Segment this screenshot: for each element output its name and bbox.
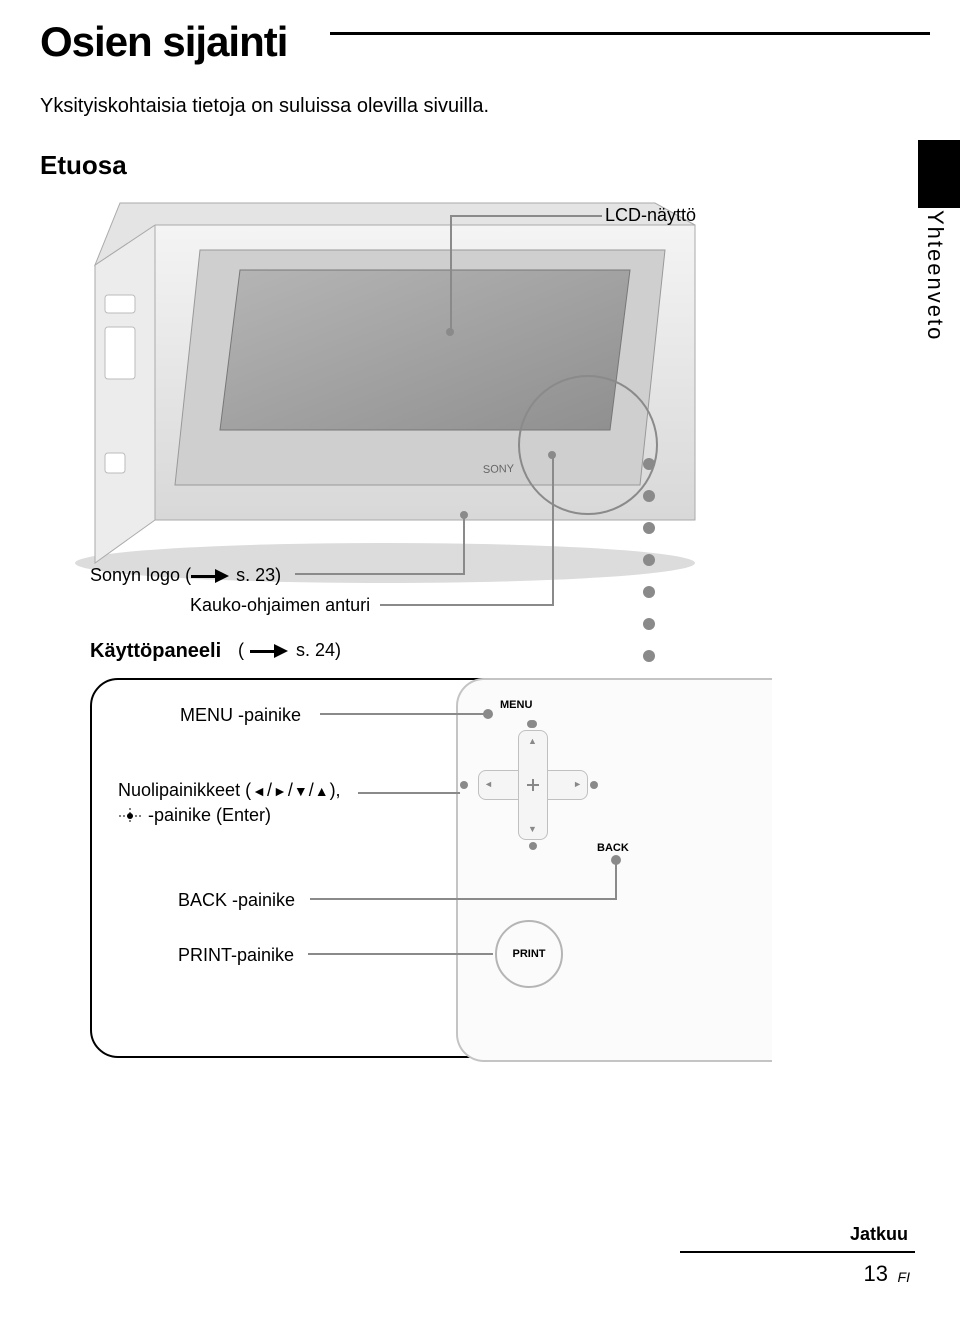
- text: (: [238, 640, 244, 661]
- callout-line: [320, 713, 485, 715]
- down-arrow-icon: ▼: [294, 783, 308, 799]
- text: s. 23): [236, 565, 281, 585]
- dotted-connector: [648, 458, 650, 682]
- callout-back-button: BACK -painike: [178, 890, 295, 911]
- up-arrow-icon: ▲: [528, 736, 537, 746]
- back-button-cap: BACK: [597, 842, 629, 854]
- page-language: FI: [898, 1269, 910, 1285]
- page-ref-arrow-icon: [250, 646, 290, 656]
- page-number: 13: [864, 1261, 888, 1287]
- side-tab-label: Yhteenveto: [922, 210, 948, 341]
- callout-print-button: PRINT-painike: [178, 945, 294, 966]
- callout-dot: [446, 328, 454, 336]
- zoom-circle: [518, 375, 658, 515]
- callout-sony-logo: Sonyn logo ( s. 23): [90, 565, 281, 586]
- callout-line: [380, 604, 554, 606]
- up-arrow-icon: ▲: [315, 783, 329, 799]
- callout-direction-buttons: Nuolipainikkeet (◄/►/▼/▲),: [118, 780, 341, 801]
- callout-line: [450, 215, 452, 332]
- page-subtitle: Yksityiskohtaisia tietoja on suluissa ol…: [40, 95, 489, 118]
- left-arrow-icon: ◄: [252, 783, 266, 799]
- callout-line: [552, 455, 554, 605]
- text: ),: [330, 780, 341, 800]
- callout-dot: [460, 511, 468, 519]
- callout-menu-button: MENU -painike: [180, 705, 301, 726]
- callout-dot: [529, 842, 537, 850]
- callout-line: [615, 860, 617, 898]
- direction-pad: ▲ ▼ ◄ ►: [478, 730, 588, 840]
- device-illustration: SONY: [55, 195, 895, 595]
- callout-line: [308, 953, 493, 955]
- control-panel-frame: [90, 678, 770, 1058]
- down-arrow-icon: ▼: [528, 824, 537, 834]
- callout-dot: [590, 781, 598, 789]
- callout-line: [463, 515, 465, 573]
- callout-dot: [483, 709, 493, 719]
- tab-marker: [918, 140, 960, 208]
- callout-dot: [460, 781, 468, 789]
- text: Sonyn logo (: [90, 565, 191, 585]
- panel-heading: Käyttöpaneeli: [90, 640, 221, 663]
- text: s. 24): [296, 640, 341, 661]
- panel-page-ref: ( s. 24): [238, 640, 341, 661]
- svg-text:SONY: SONY: [483, 463, 515, 476]
- callout-line: [310, 898, 617, 900]
- enter-icon: [119, 808, 141, 824]
- callout-line: [450, 215, 602, 217]
- left-arrow-icon: ◄: [484, 779, 493, 789]
- footer-rule: [680, 1251, 915, 1253]
- menu-button-cap: MENU: [500, 699, 532, 711]
- callout-dot: [529, 720, 537, 728]
- print-button: PRINT: [495, 920, 563, 988]
- callout-line: [358, 792, 460, 794]
- right-arrow-icon: ►: [273, 783, 287, 799]
- right-arrow-icon: ►: [573, 779, 582, 789]
- callout-dot: [548, 451, 556, 459]
- section-heading: Etuosa: [40, 150, 127, 181]
- text: Nuolipainikkeet (: [118, 780, 251, 800]
- callout-remote-sensor: Kauko-ohjaimen anturi: [190, 595, 370, 616]
- callout-enter-button: -painike (Enter): [148, 805, 271, 826]
- page-ref-arrow-icon: [191, 571, 231, 581]
- callout-line: [295, 573, 465, 575]
- title-rule: [330, 32, 930, 35]
- footer-continue: Jatkuu: [850, 1224, 908, 1245]
- page-title: Osien sijainti: [40, 18, 287, 66]
- enter-cross-icon: [527, 779, 539, 791]
- callout-lcd: LCD-näyttö: [605, 205, 696, 226]
